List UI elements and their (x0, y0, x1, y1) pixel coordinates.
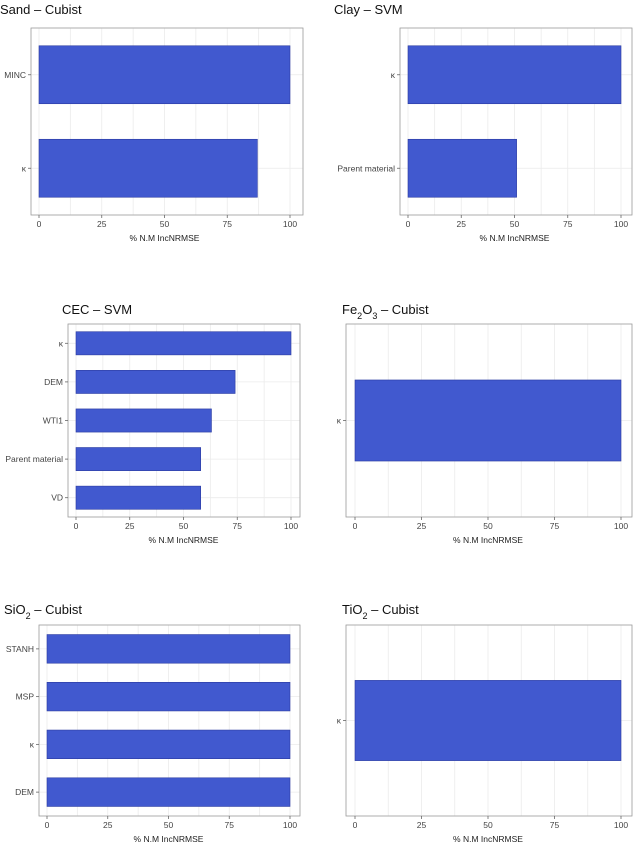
chart-panel-2: Clay – SVM κ Parent material 0 25 50 75 100 % N.… (334, 2, 633, 243)
x-tick-label: 75 (225, 820, 235, 830)
x-tick-label: 100 (283, 820, 297, 830)
y-tick-label: κ (337, 416, 342, 426)
y-tick-label: WTI1 (43, 416, 64, 426)
x-tick-label: 50 (483, 820, 493, 830)
bar (354, 379, 622, 462)
x-tick-label: 0 (45, 820, 50, 830)
x-tick-label: 25 (97, 219, 107, 229)
x-tick-label: 50 (164, 820, 174, 830)
bar (46, 729, 291, 759)
x-tick-label: 25 (125, 521, 135, 531)
chart-panel-3: CEC – SVM κ DEM WTI1 Parent material VD 0 25 50 7… (5, 302, 301, 545)
x-tick-label: 50 (483, 521, 493, 531)
y-tick-label: MINC (4, 70, 26, 80)
y-tick-label: STANH (6, 644, 34, 654)
y-tick-label: Parent material (5, 454, 63, 464)
bar (38, 45, 291, 105)
x-tick-label: 0 (37, 219, 42, 229)
x-tick-label: 50 (160, 219, 170, 229)
y-tick-label: MSP (16, 692, 35, 702)
y-tick-label: VD (51, 493, 63, 503)
panel-title: Sand – Cubist (0, 2, 82, 17)
bar (354, 680, 622, 761)
x-axis-label: % N.M IncNRMSE (480, 233, 550, 243)
panel-title: SiO2 – Cubist (4, 602, 82, 621)
x-tick-label: 75 (233, 521, 243, 531)
x-axis-label: % N.M IncNRMSE (453, 834, 523, 844)
bar (407, 138, 517, 198)
bar (46, 777, 291, 807)
panel-title: Fe2O3 – Cubist (342, 302, 429, 321)
x-tick-label: 75 (223, 219, 233, 229)
chart-panel-4: Fe2O3 – Cubist κ 0 25 50 75 100 % N.M IncNRMSE (337, 302, 633, 545)
x-tick-label: 25 (457, 219, 467, 229)
x-tick-label: 0 (74, 521, 79, 531)
x-tick-label: 75 (550, 820, 560, 830)
bar (75, 408, 212, 433)
bar (46, 634, 291, 664)
bar (75, 331, 292, 356)
chart-panel-6: TiO2 – Cubist κ 0 25 50 75 100 % N.M IncNRMSE (337, 602, 633, 844)
panel-title: CEC – SVM (62, 302, 132, 317)
y-tick-label: DEM (15, 787, 34, 797)
chart-panel-1: Sand – Cubist MINC κ 0 25 50 75 100 % N.M IncNRM… (0, 2, 304, 243)
x-tick-label: 100 (284, 521, 298, 531)
x-tick-label: 100 (614, 521, 628, 531)
x-axis-label: % N.M IncNRMSE (130, 233, 200, 243)
bar (46, 681, 291, 712)
bar (75, 447, 201, 471)
x-tick-label: 25 (417, 521, 427, 531)
bar (407, 45, 622, 105)
x-tick-label: 0 (353, 521, 358, 531)
x-tick-label: 50 (510, 219, 520, 229)
x-axis-label: % N.M IncNRMSE (149, 535, 219, 545)
x-tick-label: 75 (550, 521, 560, 531)
x-axis-label: % N.M IncNRMSE (453, 535, 523, 545)
x-tick-label: 75 (563, 219, 573, 229)
x-tick-label: 100 (614, 820, 628, 830)
bar (38, 138, 258, 198)
y-tick-label: κ (337, 716, 342, 726)
y-tick-label: κ (59, 338, 64, 348)
bar (75, 485, 201, 510)
y-tick-label: κ (391, 70, 396, 80)
y-tick-label: DEM (44, 377, 63, 387)
x-tick-label: 100 (614, 219, 628, 229)
y-tick-label: Parent material (337, 163, 395, 173)
x-tick-label: 50 (179, 521, 189, 531)
panel-title: TiO2 – Cubist (342, 602, 419, 621)
bar (75, 370, 236, 394)
x-tick-label: 25 (417, 820, 427, 830)
chart-panel-5: SiO2 – Cubist STANH MSP κ DEM 0 25 50 75 100 % N.M… (4, 602, 301, 844)
x-tick-label: 0 (406, 219, 411, 229)
x-tick-label: 100 (283, 219, 297, 229)
panel-title: Clay – SVM (334, 2, 403, 17)
x-axis-label: % N.M IncNRMSE (134, 834, 204, 844)
x-tick-label: 25 (103, 820, 113, 830)
y-tick-label: κ (22, 163, 27, 173)
x-tick-label: 0 (353, 820, 358, 830)
y-tick-label: κ (30, 739, 35, 749)
